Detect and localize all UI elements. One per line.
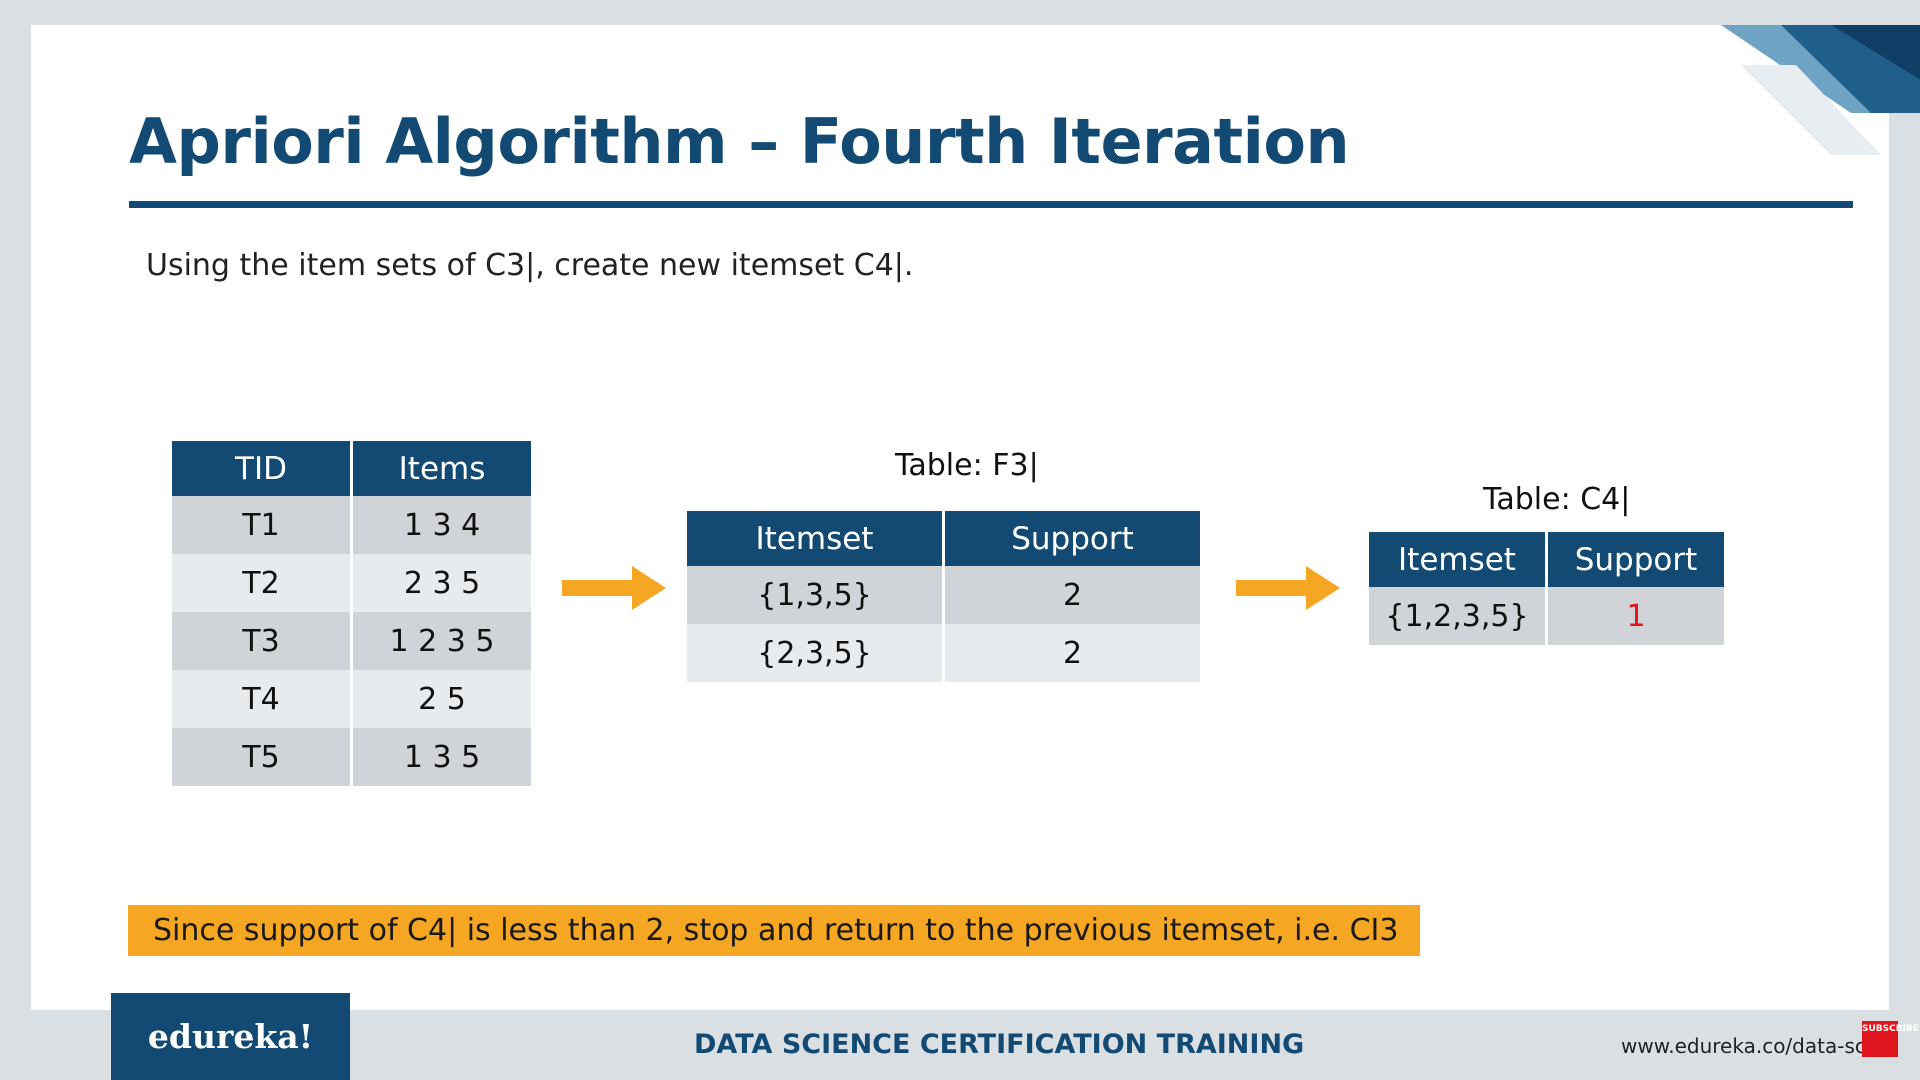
itemset-cell: {2,3,5} <box>687 624 942 682</box>
conclusion-banner: Since support of C4| is less than 2, sto… <box>128 905 1420 956</box>
f3-table: Itemset Support {1,3,5} 2 {2,3,5} 2 <box>684 511 1203 682</box>
subscribe-icon[interactable]: SUBSCRIBE <box>1862 1021 1919 1057</box>
items-cell: 2 3 5 <box>353 554 531 612</box>
itemset-cell: {1,3,5} <box>687 566 942 624</box>
footer-course-title: DATA SCIENCE CERTIFICATION TRAINING <box>694 1029 1305 1060</box>
tid-cell: T1 <box>172 496 350 554</box>
c4-table-caption: Table: C4| <box>1483 482 1631 517</box>
tid-cell: T2 <box>172 554 350 612</box>
items-cell: 1 3 4 <box>353 496 531 554</box>
transactions-table: TID Items T1 1 3 4 T2 2 3 5 T3 1 2 3 5 T… <box>169 441 534 786</box>
table-row: T1 1 3 4 <box>172 496 531 554</box>
slide-title: Apriori Algorithm – Fourth Iteration <box>129 105 1350 178</box>
column-header: Itemset <box>687 511 942 566</box>
column-header: TID <box>172 441 350 496</box>
table-row: T5 1 3 5 <box>172 728 531 786</box>
slide-subtitle: Using the item sets of C3|, create new i… <box>146 248 914 283</box>
tid-cell: T3 <box>172 612 350 670</box>
right-arrow-icon <box>562 566 666 610</box>
c4-table: Itemset Support {1,2,3,5} 1 <box>1366 532 1727 645</box>
column-header: Items <box>353 441 531 496</box>
footer-url[interactable]: www.edureka.co/data-scien <box>1621 1034 1897 1058</box>
table-row: {1,3,5} 2 <box>687 566 1200 624</box>
items-cell: 1 2 3 5 <box>353 612 531 670</box>
right-arrow-icon <box>1236 566 1340 610</box>
column-header: Support <box>945 511 1200 566</box>
title-underline <box>129 201 1853 208</box>
table-row: T4 2 5 <box>172 670 531 728</box>
items-cell: 1 3 5 <box>353 728 531 786</box>
support-cell: 2 <box>945 566 1200 624</box>
table-row: {1,2,3,5} 1 <box>1369 587 1724 645</box>
table-row: T3 1 2 3 5 <box>172 612 531 670</box>
support-cell: 1 <box>1548 587 1724 645</box>
tid-cell: T4 <box>172 670 350 728</box>
items-cell: 2 5 <box>353 670 531 728</box>
edureka-logo: edureka! <box>111 993 350 1080</box>
table-row: {2,3,5} 2 <box>687 624 1200 682</box>
column-header: Itemset <box>1369 532 1545 587</box>
table-row: T2 2 3 5 <box>172 554 531 612</box>
f3-table-caption: Table: F3| <box>895 448 1039 483</box>
tid-cell: T5 <box>172 728 350 786</box>
itemset-cell: {1,2,3,5} <box>1369 587 1545 645</box>
support-cell: 2 <box>945 624 1200 682</box>
corner-decoration <box>1721 25 1920 155</box>
column-header: Support <box>1548 532 1724 587</box>
